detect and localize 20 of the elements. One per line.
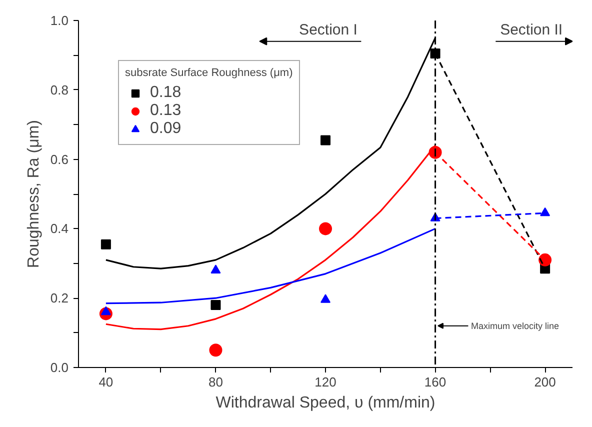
legend-label: 0.13: [150, 102, 182, 120]
y-tick-label: 0.2: [50, 290, 69, 306]
x-tick-label: 160: [424, 374, 446, 390]
x-tick-label: 120: [314, 374, 336, 390]
x-tick-label: 80: [208, 374, 223, 390]
annotation: Section I: [299, 22, 358, 38]
y-tick-label: 0.8: [50, 82, 69, 98]
legend-label: 0.09: [150, 120, 182, 138]
annotation: Section II: [500, 22, 563, 38]
x-tick-label: 40: [98, 374, 114, 390]
legend-title: subsrate Surface Roughness (μm): [125, 67, 293, 79]
y-tick-label: 1.0: [50, 13, 69, 28]
y-tick-label: 0.4: [50, 221, 69, 236]
ref-line-label: Maximum velocity line: [470, 320, 559, 331]
y-tick-label: 0.6: [50, 152, 69, 167]
y-axis-title: Roughness, Ra (μm): [25, 120, 42, 268]
y-tick-label: 0.0: [50, 360, 69, 375]
legend-label: 0.18: [150, 84, 182, 102]
x-tick-label: 200: [534, 374, 556, 390]
x-axis-title: Withdrawal Speed, υ (mm/min): [216, 394, 436, 412]
